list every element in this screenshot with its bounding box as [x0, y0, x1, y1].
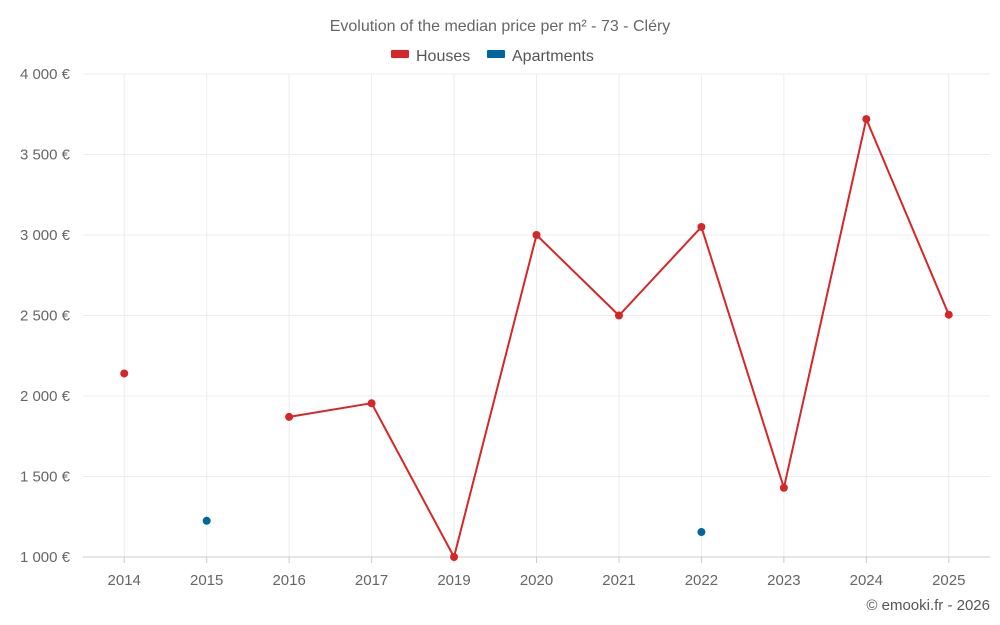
data-point-houses[interactable]	[120, 369, 129, 378]
legend-swatch-apartments	[487, 50, 505, 58]
y-tick-label: 4 000 €	[20, 66, 71, 83]
x-tick-label: 2016	[272, 572, 305, 589]
chart-title: Evolution of the median price per m² - 7…	[330, 18, 671, 35]
legend-label-houses: Houses	[416, 48, 470, 65]
y-tick-label: 3 500 €	[20, 147, 71, 164]
data-point-houses[interactable]	[450, 553, 459, 561]
x-tick-label: 2024	[850, 572, 883, 589]
series-apartments	[202, 516, 706, 537]
data-point-houses[interactable]	[862, 115, 871, 124]
x-tick-label: 2015	[190, 572, 223, 589]
x-tick-label: 2020	[520, 572, 553, 589]
legend-item-apartments[interactable]: Apartments	[487, 48, 594, 65]
x-tick-label: 2014	[108, 572, 141, 589]
credit-text: © emooki.fr - 2026	[866, 597, 990, 614]
x-tick-label: 2019	[437, 572, 470, 589]
y-tick-label: 1 500 €	[20, 469, 71, 486]
y-tick-label: 2 000 €	[20, 388, 71, 405]
series-layer	[120, 115, 953, 561]
data-point-apartments[interactable]	[202, 516, 211, 525]
y-tick-label: 1 000 €	[20, 549, 71, 566]
y-tick-label: 3 000 €	[20, 227, 71, 244]
data-point-houses[interactable]	[367, 399, 376, 408]
x-tick-label: 2021	[602, 572, 635, 589]
legend-label-apartments: Apartments	[512, 48, 594, 65]
grid	[83, 73, 990, 557]
x-tick-label: 2022	[685, 572, 718, 589]
legend-item-houses[interactable]: Houses	[391, 48, 470, 65]
data-point-houses[interactable]	[779, 483, 788, 492]
data-point-apartments[interactable]	[697, 528, 706, 537]
legend-swatch-houses	[391, 50, 409, 58]
series-houses	[120, 115, 953, 561]
data-point-houses[interactable]	[285, 412, 294, 421]
data-point-houses[interactable]	[614, 311, 623, 320]
x-tick-label: 2023	[767, 572, 800, 589]
data-point-houses[interactable]	[944, 310, 953, 319]
data-point-houses[interactable]	[532, 231, 541, 239]
x-tick-label: 2017	[355, 572, 388, 589]
x-tick-label: 2025	[932, 572, 965, 589]
data-point-houses[interactable]	[697, 222, 706, 231]
legend[interactable]: Houses Apartments	[391, 48, 594, 65]
axes: 1 000 € 1 500 € 2 000 € 2 500 € 3 000 € 3 500…	[20, 66, 990, 589]
y-tick-label: 2 500 €	[20, 308, 71, 325]
